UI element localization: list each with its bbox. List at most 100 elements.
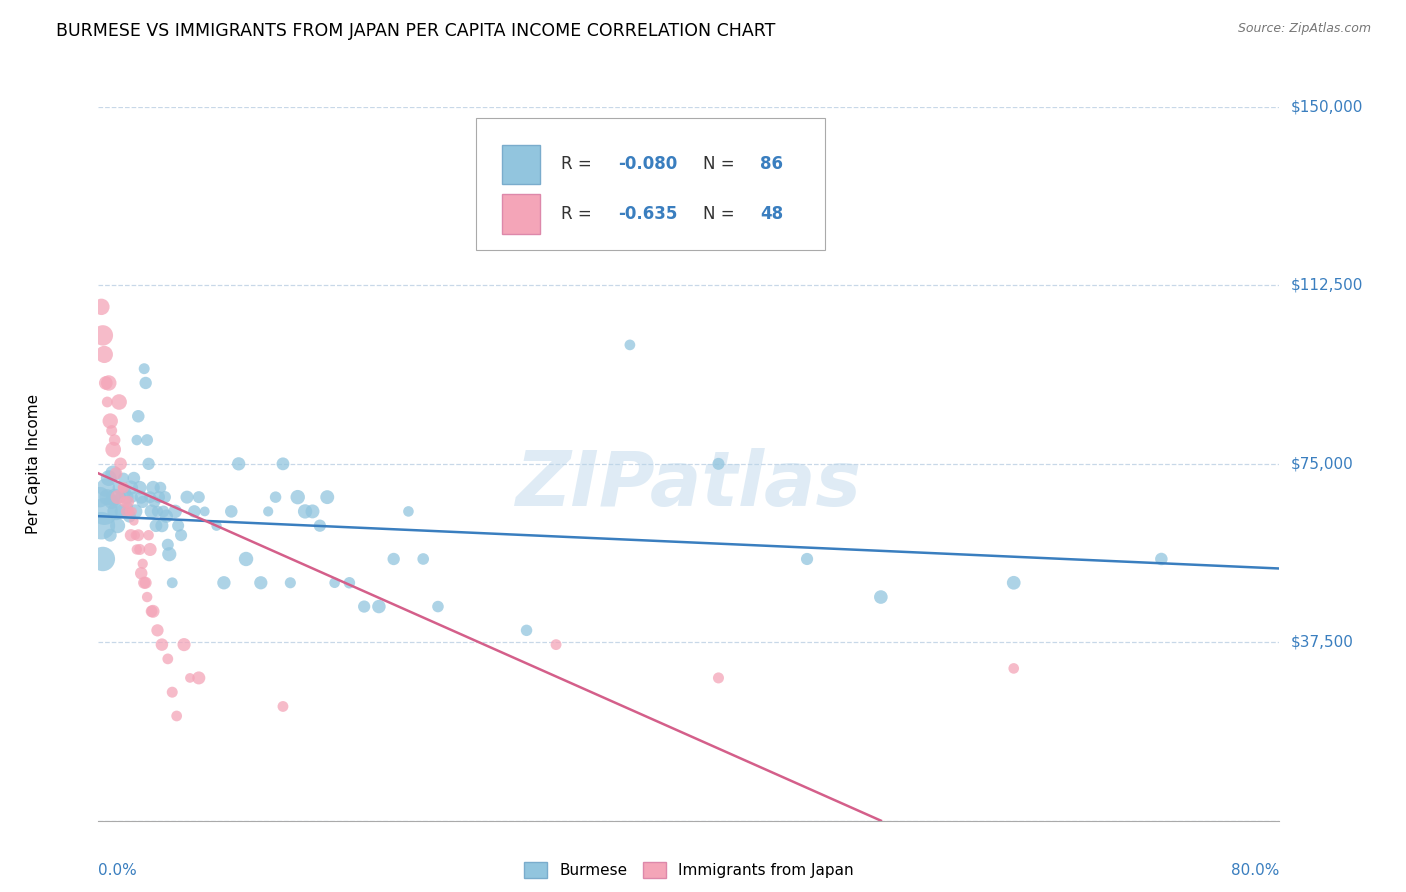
Point	[353, 599, 375, 614]
Point	[707, 671, 730, 685]
Text: 0.0%: 0.0%	[98, 863, 138, 879]
Point	[115, 490, 138, 504]
Point	[250, 575, 273, 590]
Point	[316, 490, 339, 504]
Point	[93, 347, 115, 361]
Point	[112, 471, 135, 485]
Point	[134, 575, 156, 590]
Point	[103, 442, 125, 457]
Point	[515, 624, 537, 638]
Point	[115, 504, 138, 518]
Point	[309, 518, 332, 533]
Point	[294, 504, 316, 518]
Point	[187, 671, 209, 685]
Point	[173, 638, 195, 652]
Text: R =: R =	[561, 205, 598, 223]
Point	[108, 481, 131, 495]
Point	[97, 376, 120, 390]
Point	[136, 433, 159, 447]
Point	[104, 490, 127, 504]
Point	[125, 433, 148, 447]
Point	[96, 395, 118, 409]
Point	[142, 604, 165, 618]
Point	[114, 495, 136, 509]
Point	[707, 457, 730, 471]
Point	[149, 481, 172, 495]
Point	[1002, 661, 1025, 675]
Point	[368, 599, 391, 614]
Point	[107, 518, 129, 533]
Point	[796, 552, 818, 566]
Point	[136, 590, 159, 604]
Point	[132, 557, 155, 571]
Point	[183, 504, 205, 518]
Text: -0.080: -0.080	[619, 155, 678, 173]
Point	[143, 495, 166, 509]
Point	[98, 528, 121, 542]
Point	[118, 504, 141, 518]
Point	[129, 490, 152, 504]
Point	[94, 481, 117, 495]
Text: Source: ZipAtlas.com: Source: ZipAtlas.com	[1237, 22, 1371, 36]
Text: $112,500: $112,500	[1291, 278, 1362, 293]
Point	[135, 575, 157, 590]
Point	[114, 485, 136, 500]
Point	[135, 376, 157, 390]
Point	[1150, 552, 1173, 566]
Point	[132, 495, 155, 509]
Point	[337, 575, 360, 590]
Bar	[502, 194, 540, 234]
Point	[146, 504, 169, 518]
Point	[278, 575, 302, 590]
Point	[107, 490, 129, 504]
Point	[110, 457, 132, 471]
Point	[89, 490, 111, 504]
Point	[142, 481, 165, 495]
Point	[110, 490, 132, 504]
Point	[228, 457, 250, 471]
Point	[120, 481, 142, 495]
Text: N =: N =	[703, 205, 740, 223]
Legend: Burmese, Immigrants from Japan: Burmese, Immigrants from Japan	[519, 856, 859, 884]
Point	[111, 481, 134, 495]
Point	[129, 566, 152, 581]
Point	[122, 471, 145, 485]
Point	[91, 328, 114, 343]
Point	[170, 528, 193, 542]
Point	[166, 709, 188, 723]
Point	[94, 376, 117, 390]
Point	[869, 590, 891, 604]
Point	[104, 433, 127, 447]
Point	[112, 481, 135, 495]
Point	[257, 504, 280, 518]
Point	[111, 504, 134, 518]
Point	[412, 552, 434, 566]
Point	[90, 518, 112, 533]
Point	[301, 504, 323, 518]
Text: $150,000: $150,000	[1291, 100, 1362, 114]
Text: Per Capita Income: Per Capita Income	[25, 393, 41, 534]
Point	[396, 504, 419, 518]
Point	[124, 504, 146, 518]
Point	[146, 624, 169, 638]
Point	[167, 518, 190, 533]
Point	[128, 542, 150, 557]
Point	[150, 638, 173, 652]
Point	[105, 504, 128, 518]
Point	[162, 685, 183, 699]
Text: 80.0%: 80.0%	[1232, 863, 1279, 879]
Point	[155, 509, 177, 524]
Text: ZIPatlas: ZIPatlas	[516, 449, 862, 522]
Point	[103, 467, 125, 481]
Text: $37,500: $37,500	[1291, 635, 1354, 649]
Point	[100, 495, 122, 509]
Point	[271, 699, 294, 714]
Point	[271, 457, 294, 471]
Text: BURMESE VS IMMIGRANTS FROM JAPAN PER CAPITA INCOME CORRELATION CHART: BURMESE VS IMMIGRANTS FROM JAPAN PER CAP…	[56, 22, 776, 40]
Point	[264, 490, 287, 504]
Point	[139, 490, 162, 504]
Point	[96, 490, 118, 504]
Text: -0.635: -0.635	[619, 205, 678, 223]
Point	[156, 538, 179, 552]
Point	[117, 495, 139, 509]
